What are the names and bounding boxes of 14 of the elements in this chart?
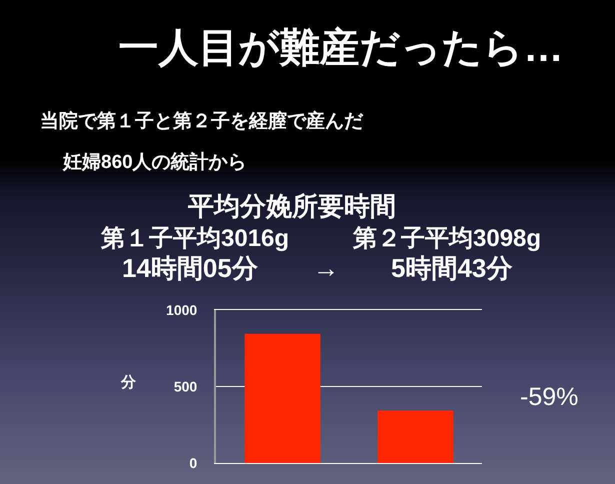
text: → bbox=[313, 253, 339, 283]
text: 妊婦860人の統計から bbox=[62, 151, 247, 173]
y-tick-label: 0 bbox=[189, 454, 198, 471]
y-tick-label: 500 bbox=[174, 378, 198, 394]
y-tick-label: 1000 bbox=[166, 302, 198, 318]
text: 14時間05分 bbox=[122, 253, 259, 283]
text: 第２子平均3098g bbox=[352, 225, 542, 252]
text: 5時間43分 bbox=[391, 253, 514, 283]
text: 第１子平均3016g bbox=[100, 225, 290, 252]
text: 平均分娩所要時間 bbox=[187, 191, 396, 221]
text: -59% bbox=[520, 383, 578, 411]
chart-title: 一人目が難産だったら… bbox=[118, 26, 564, 70]
chart-subtitle: 当院で第１子と第２子を経膣で産んだ bbox=[40, 110, 364, 132]
y-axis-title: 分 bbox=[120, 374, 137, 391]
